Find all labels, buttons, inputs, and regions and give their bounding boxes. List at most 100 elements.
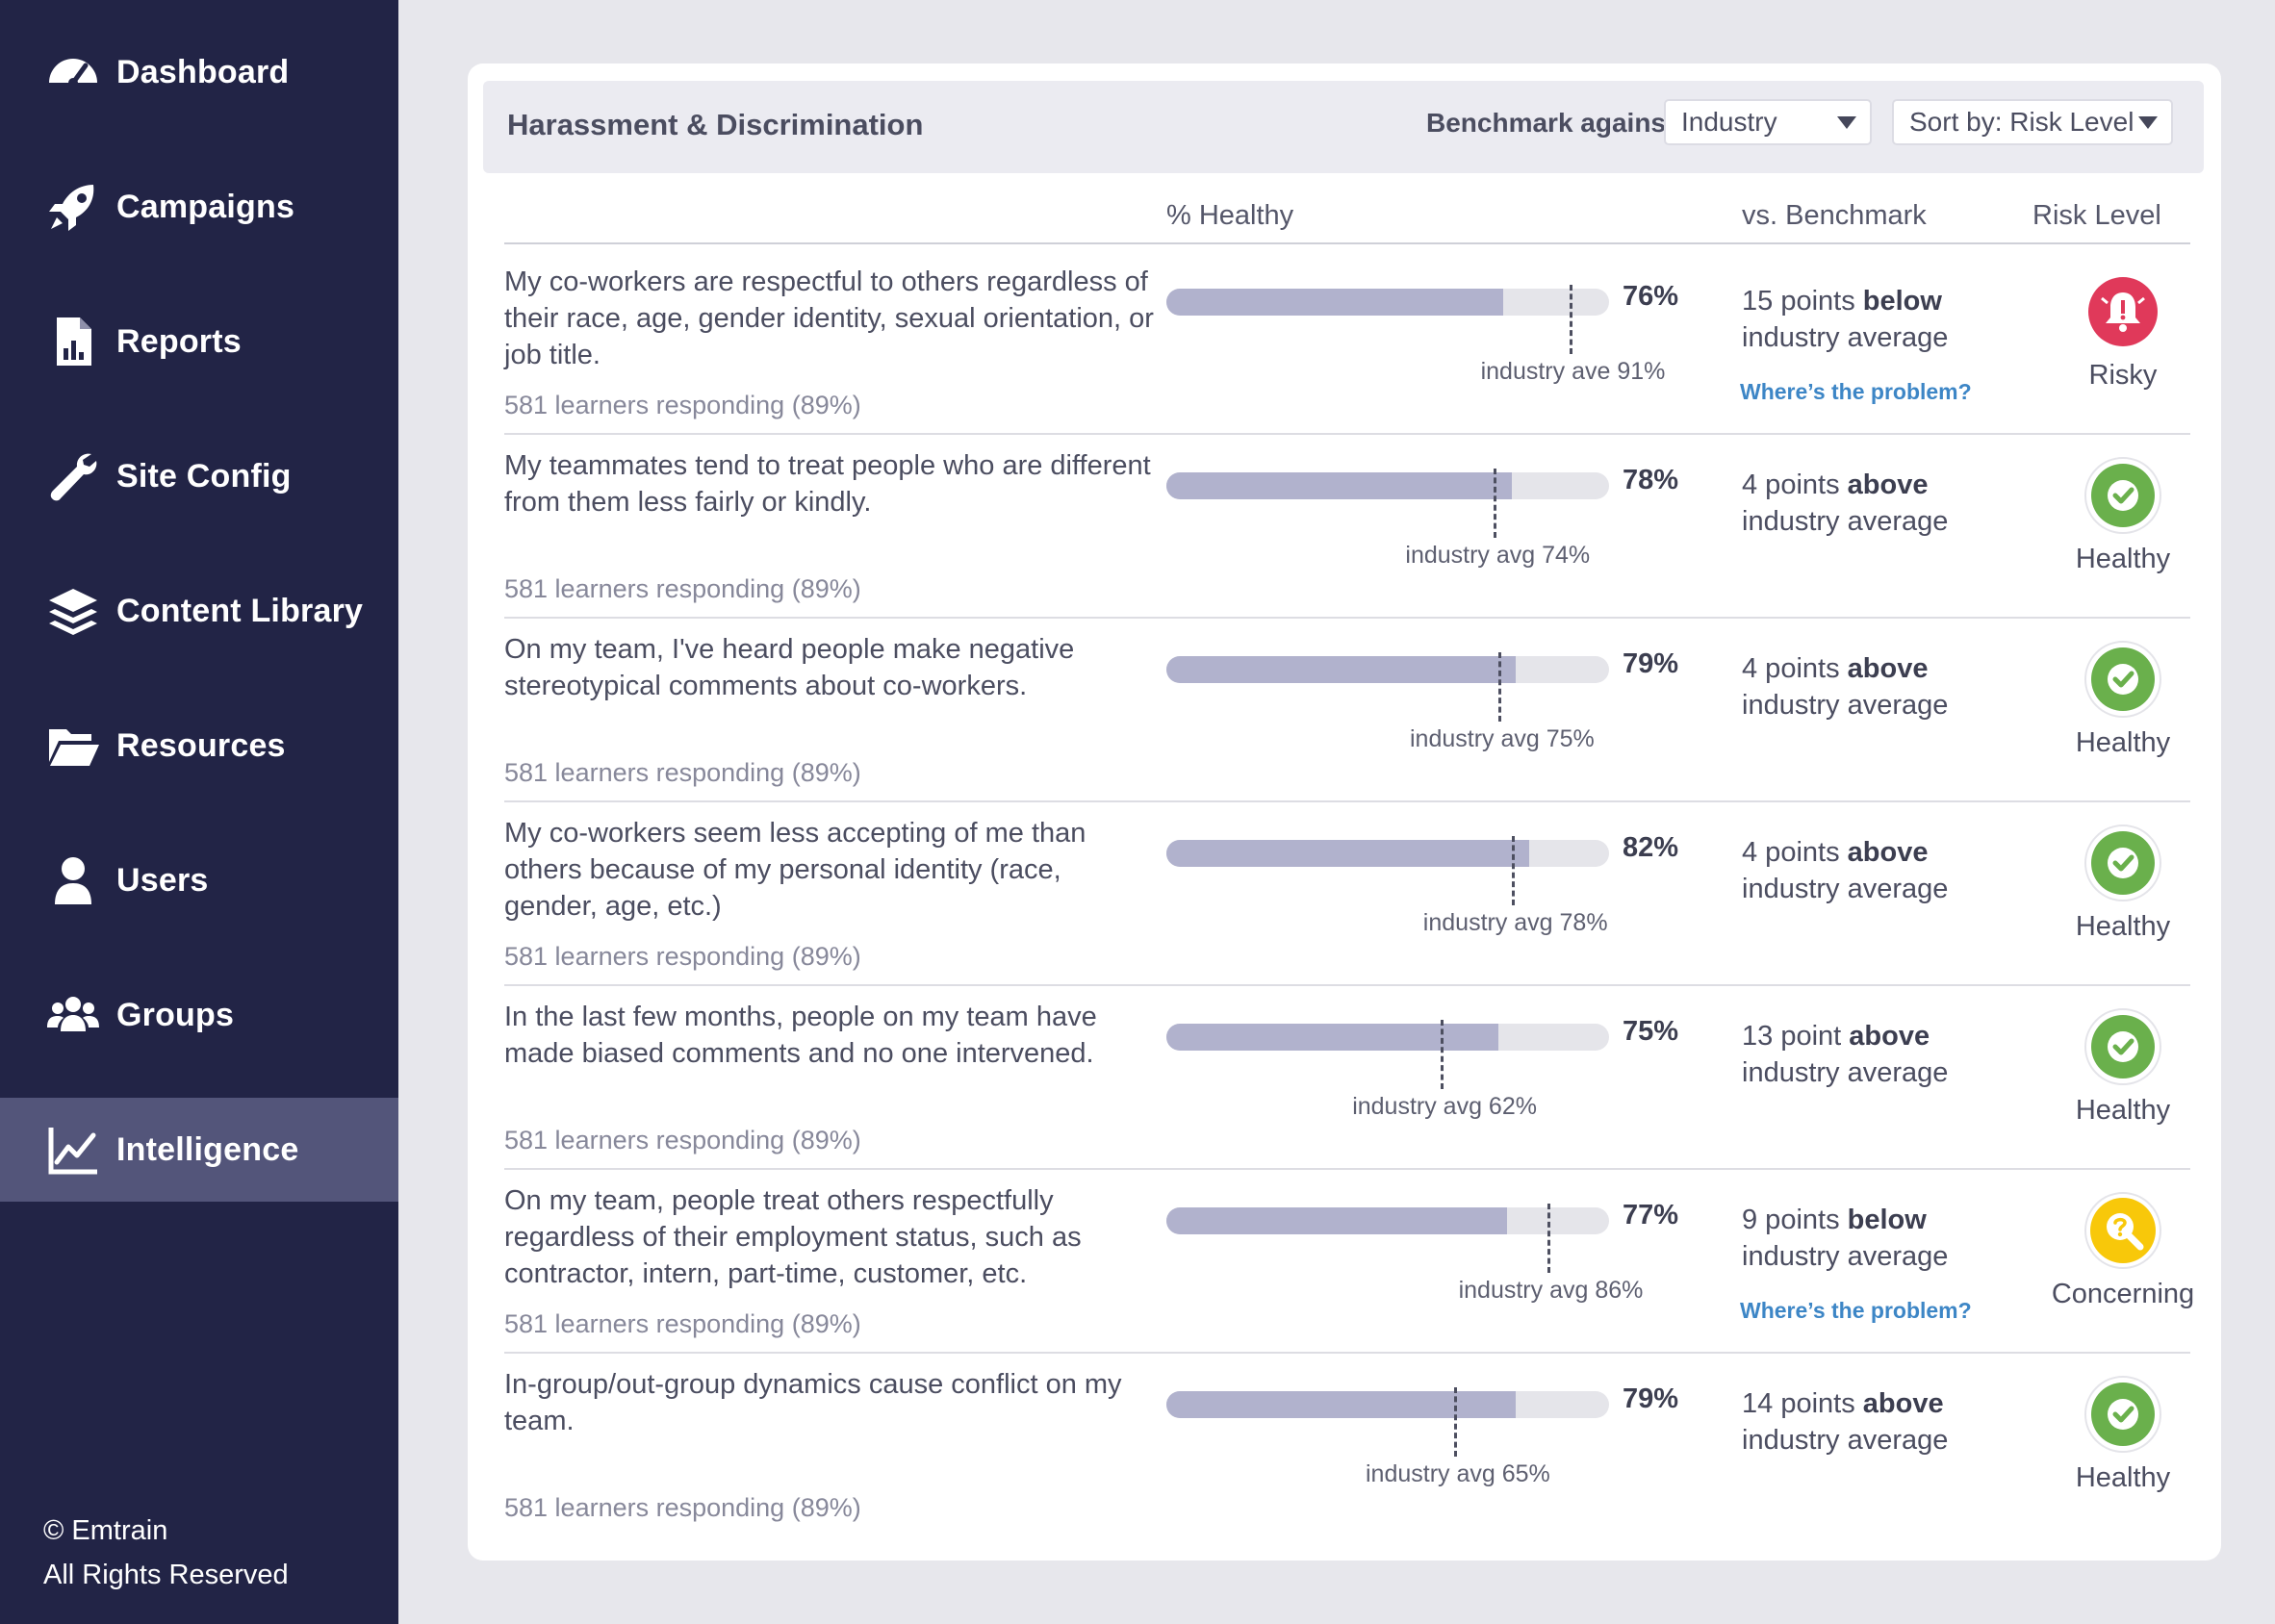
benchmark-comparison: 15 points below industry average	[1742, 283, 1992, 356]
healthy-bar-fill	[1166, 1207, 1508, 1234]
sort-select[interactable]: Sort by: Risk Level	[1892, 99, 2173, 145]
check-circle-icon	[2084, 1376, 2161, 1453]
check-circle-icon	[2084, 825, 2161, 901]
response-count: 581 learners responding (89%)	[504, 1309, 861, 1338]
risk-level: Healthy	[2046, 457, 2200, 575]
healthy-bar-fill	[1166, 289, 1503, 316]
benchmark-marker	[1494, 469, 1497, 538]
healthy-bar-fill	[1166, 1024, 1498, 1051]
risk-label: Healthy	[2075, 911, 2171, 942]
benchmark-select[interactable]: Industry	[1664, 99, 1872, 145]
nav-label: Site Config	[116, 457, 292, 495]
comparison-direction: above	[1847, 837, 1929, 868]
response-count: 581 learners responding (89%)	[504, 1493, 861, 1522]
nav-label: Campaigns	[116, 188, 295, 225]
nav-label: Intelligence	[116, 1130, 299, 1168]
benchmark-comparison: 4 points above industry average	[1742, 834, 1992, 907]
nav-campaigns[interactable]: Campaigns	[0, 155, 398, 259]
risk-level: Healthy	[2046, 1008, 2200, 1127]
report-file-icon	[44, 313, 102, 370]
response-count: 581 learners responding (89%)	[504, 942, 861, 971]
benchmark-comparison: 9 points below industry average	[1742, 1202, 1992, 1275]
comparison-points: 4 points	[1742, 653, 1848, 684]
healthy-bar-track	[1166, 472, 1609, 499]
row-divider	[504, 433, 2190, 435]
benchmark-text: industry avg 86%	[1458, 1277, 1644, 1304]
response-count: 581 learners responding (89%)	[504, 1126, 861, 1155]
benchmark-comparison: 13 point above industry average	[1742, 1018, 1992, 1091]
comparison-direction: above	[1849, 1021, 1930, 1052]
benchmark-select-value: Industry	[1681, 107, 1777, 137]
comparison-suffix: industry average	[1742, 322, 1949, 353]
row-divider	[504, 617, 2190, 619]
comparison-suffix: industry average	[1742, 874, 1949, 904]
nav-resources[interactable]: Resources	[0, 694, 398, 798]
copyright: © Emtrain	[43, 1515, 168, 1546]
comparison-suffix: industry average	[1742, 1057, 1949, 1088]
wheres-the-problem-link[interactable]: Where’s the problem?	[1740, 379, 1972, 404]
nav-users[interactable]: Users	[0, 828, 398, 932]
risk-level: Concerning	[2046, 1192, 2200, 1310]
healthy-bar-track	[1166, 840, 1609, 867]
rocket-icon	[44, 178, 102, 236]
comparison-direction: below	[1862, 286, 1942, 317]
check-circle-icon	[2084, 641, 2161, 718]
healthy-percent: 76%	[1623, 281, 1679, 312]
response-count: 581 learners responding (89%)	[504, 758, 861, 787]
users-group-icon	[44, 986, 102, 1044]
question-text: In the last few months, people on my tea…	[504, 1002, 1097, 1069]
benchmark-text: industry avg 65%	[1366, 1460, 1550, 1487]
nav-site-config[interactable]: Site Config	[0, 424, 398, 528]
speedometer-icon	[44, 43, 102, 101]
response-count: 581 learners responding (89%)	[504, 574, 861, 603]
chevron-down-icon	[1837, 116, 1856, 129]
comparison-points: 4 points	[1742, 469, 1848, 500]
risk-label: Healthy	[2075, 727, 2171, 758]
nav-dashboard[interactable]: Dashboard	[0, 20, 398, 124]
column-header-benchmark: vs. Benchmark	[1742, 200, 1927, 231]
question-row: My co-workers seem less accepting of me …	[468, 800, 2221, 986]
risk-level: Healthy	[2046, 825, 2200, 943]
wheres-the-problem-link[interactable]: Where’s the problem?	[1740, 1298, 1972, 1323]
chevron-down-icon	[2138, 116, 2158, 129]
healthy-bar-track	[1166, 1207, 1609, 1234]
healthy-bar-fill	[1166, 840, 1530, 867]
benchmark-comparison: 4 points above industry average	[1742, 467, 1992, 540]
nav-reports[interactable]: Reports	[0, 290, 398, 393]
row-divider	[504, 1168, 2190, 1170]
question-row: My teammates tend to treat people who ar…	[468, 433, 2221, 619]
row-divider	[504, 1352, 2190, 1354]
rights-reserved: All Rights Reserved	[43, 1560, 289, 1590]
question-row: In the last few months, people on my tea…	[468, 984, 2221, 1170]
response-count: 581 learners responding (89%)	[504, 391, 861, 419]
risk-label: Healthy	[2075, 544, 2171, 574]
nav-label: Content Library	[116, 592, 364, 629]
comparison-points: 13 point	[1742, 1021, 1850, 1052]
question-text: My co-workers are respectful to others r…	[504, 266, 1154, 370]
nav-content-library[interactable]: Content Library	[0, 559, 398, 663]
question-text: On my team, I've heard people make negat…	[504, 634, 1075, 701]
comparison-suffix: industry average	[1742, 506, 1949, 537]
nav-intelligence[interactable]: Intelligence	[0, 1098, 398, 1202]
check-circle-icon	[2084, 457, 2161, 534]
benchmark-marker	[1441, 1020, 1444, 1089]
healthy-percent: 75%	[1623, 1016, 1679, 1047]
user-icon	[44, 851, 102, 909]
panel-title: Harassment & Discrimination	[507, 108, 924, 141]
benchmark-text: industry avg 75%	[1410, 725, 1595, 752]
benchmark-marker	[1498, 652, 1501, 722]
question-row: On my team, people treat others respectf…	[468, 1168, 2221, 1354]
healthy-bar-track	[1166, 1391, 1609, 1418]
benchmark-text: industry avg 62%	[1352, 1093, 1537, 1120]
comparison-direction: below	[1847, 1205, 1927, 1235]
question-row: In-group/out-group dynamics cause confli…	[468, 1352, 2221, 1537]
nav-groups[interactable]: Groups	[0, 963, 398, 1067]
risk-level: Risky	[2046, 273, 2200, 392]
alarm-bell-icon	[2084, 273, 2161, 350]
benchmark-marker	[1511, 836, 1515, 905]
survey-card: Harassment & Discrimination Benchmark ag…	[468, 63, 2221, 1561]
comparison-points: 9 points	[1742, 1205, 1848, 1235]
line-chart-icon	[44, 1121, 102, 1179]
panel-header: Harassment & Discrimination Benchmark ag…	[483, 81, 2204, 173]
question-text: On my team, people treat others respectf…	[504, 1185, 1082, 1289]
